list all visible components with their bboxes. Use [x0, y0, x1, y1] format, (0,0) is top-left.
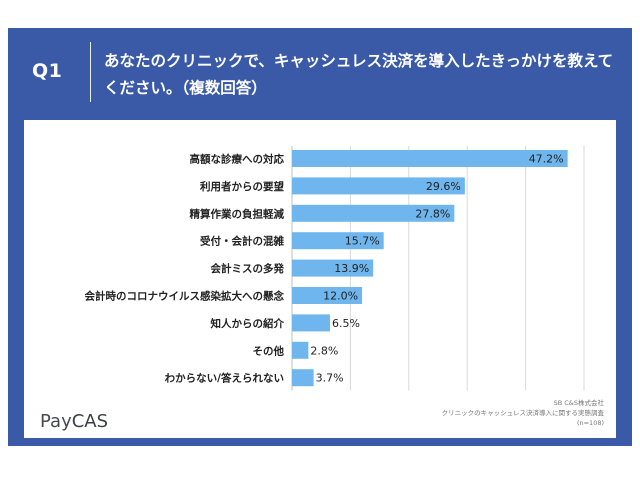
data-label: 12.0%: [323, 290, 358, 303]
slide-background: Q1 あなたのクリニックで、キャッシュレス決済を導入したきっかけを教えてください…: [8, 28, 632, 446]
category-label: その他: [253, 344, 285, 357]
data-label: 47.2%: [529, 153, 564, 166]
bar: [292, 232, 384, 250]
category-label: わからない/答えられない: [165, 372, 284, 385]
bar: [292, 369, 314, 387]
data-label: 29.6%: [426, 180, 461, 193]
paycas-logo: PayCAS: [40, 411, 108, 432]
category-label: 精算作業の負担軽減: [190, 207, 285, 220]
category-label: 高額な診療への対応: [190, 153, 285, 166]
data-label: 2.8%: [310, 344, 338, 357]
source-line-sample: (n=108): [576, 419, 604, 427]
bar: [292, 341, 309, 359]
source-line-survey: クリニックのキャッシュレス決済導入に関する実態調査: [441, 409, 604, 417]
data-label: 13.9%: [334, 262, 369, 275]
bar-chart: 高額な診療への対応 47.2% 利用者からの要望 29.6% 精算作業の負担軽減 27.8…: [85, 146, 585, 391]
bar: [292, 287, 363, 304]
bar: [292, 259, 374, 277]
source-note: SB C&S株式会社 クリニックのキャッシュレス決済導入に関する実態調査 (n=…: [442, 398, 604, 428]
data-label: 6.5%: [332, 317, 360, 330]
bar: [292, 204, 455, 222]
source-line-company: SB C&S株式会社: [553, 399, 604, 407]
data-label: 3.7%: [316, 372, 344, 385]
category-label: 受付・会計の混雑: [200, 235, 284, 248]
chart-panel: 高額な診療への対応 47.2% 利用者からの要望 29.6% 精算作業の負担軽減 27.8…: [24, 120, 616, 438]
data-label: 15.7%: [345, 235, 380, 248]
data-label: 27.8%: [415, 207, 450, 220]
bar: [292, 177, 465, 195]
category-label: 会計ミスの多発: [211, 262, 285, 275]
category-label: 知人からの紹介: [211, 317, 285, 330]
logo-text-cas: CAS: [71, 411, 109, 432]
question-header: Q1 あなたのクリニックで、キャッシュレス決済を導入したきっかけを教えてください…: [8, 28, 632, 120]
bar: [292, 314, 330, 332]
header-divider: [90, 42, 91, 102]
question-label: Q1: [32, 60, 63, 82]
category-label: 利用者からの要望: [200, 180, 284, 193]
bar: [292, 150, 568, 167]
question-text: あなたのクリニックで、キャッシュレス決済を導入したきっかけを教えてください。（複…: [104, 52, 614, 97]
logo-text-pay: Pay: [40, 411, 72, 432]
category-label: 会計時のコロナウイルス感染拡大への懸念: [85, 290, 285, 303]
